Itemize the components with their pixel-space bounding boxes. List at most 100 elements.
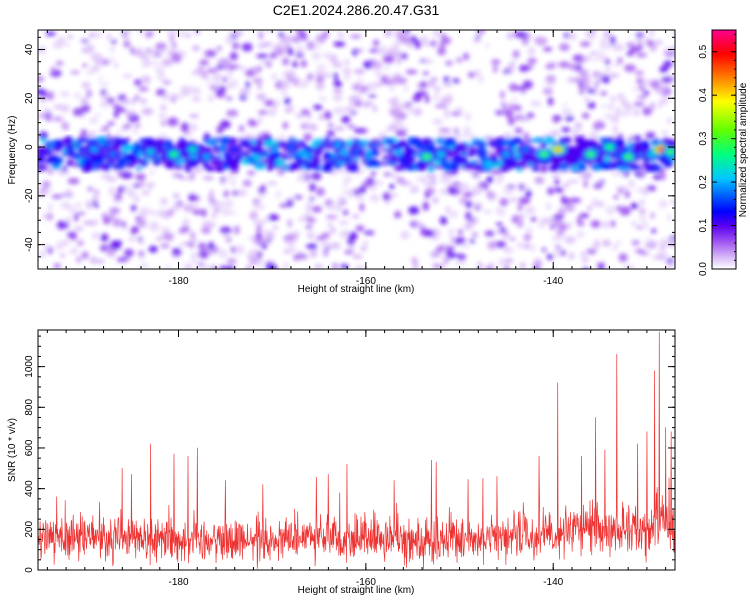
noise-blob bbox=[498, 227, 507, 234]
snr-axes-y-tick-label: 400 bbox=[24, 480, 35, 497]
noise-blob bbox=[190, 231, 196, 240]
band-blob bbox=[92, 156, 103, 163]
noise-blob bbox=[288, 245, 296, 255]
noise-blob bbox=[197, 262, 205, 268]
noise-blob bbox=[599, 104, 611, 109]
noise-blob bbox=[209, 201, 214, 209]
noise-blob bbox=[438, 128, 451, 132]
noise-blob bbox=[463, 185, 470, 189]
noise-blob bbox=[553, 213, 564, 221]
noise-blob bbox=[593, 75, 602, 80]
noise-blob bbox=[39, 131, 48, 140]
noise-blob bbox=[100, 59, 110, 66]
noise-blob bbox=[349, 34, 362, 39]
noise-blob bbox=[534, 176, 545, 185]
band-blob bbox=[600, 162, 611, 170]
noise-blob bbox=[631, 87, 638, 92]
band-blob bbox=[390, 143, 396, 150]
snr-ylabel: SNR (10 * v/v) bbox=[7, 418, 18, 482]
noise-blob bbox=[553, 115, 563, 121]
noise-blob bbox=[132, 226, 140, 233]
noise-blob bbox=[285, 238, 296, 245]
noise-blob bbox=[297, 251, 303, 260]
noise-blob bbox=[623, 104, 634, 111]
noise-blob bbox=[295, 113, 304, 118]
noise-blob bbox=[385, 201, 390, 206]
noise-blob bbox=[109, 214, 114, 219]
band-blob bbox=[229, 162, 241, 168]
noise-blob bbox=[610, 114, 620, 123]
noise-blob bbox=[525, 189, 532, 198]
noise-blob bbox=[594, 239, 600, 249]
noise-blob bbox=[431, 197, 440, 204]
noise-blob bbox=[471, 231, 478, 239]
noise-blob bbox=[613, 195, 619, 200]
noise-blob bbox=[161, 120, 167, 126]
noise-blob bbox=[332, 62, 343, 68]
noise-blob bbox=[410, 185, 420, 193]
band-blob bbox=[479, 166, 486, 170]
band-blob bbox=[43, 152, 49, 157]
noise-blob bbox=[120, 99, 131, 105]
noise-blob bbox=[289, 34, 295, 39]
noise-blob bbox=[109, 207, 121, 215]
noise-blob bbox=[449, 235, 455, 242]
band-blob bbox=[350, 160, 359, 165]
noise-blob bbox=[293, 195, 303, 200]
band-blob bbox=[181, 154, 191, 158]
band-blob bbox=[179, 137, 185, 144]
noise-blob bbox=[106, 33, 112, 41]
band-blob bbox=[339, 148, 351, 157]
noise-blob bbox=[300, 123, 309, 130]
noise-blob bbox=[253, 220, 266, 225]
band-blob bbox=[133, 142, 140, 148]
noise-blob bbox=[216, 46, 222, 51]
noise-blob bbox=[76, 256, 81, 263]
band-blob bbox=[470, 163, 481, 170]
band-blob bbox=[255, 138, 264, 146]
noise-blob bbox=[112, 218, 122, 227]
noise-blob bbox=[300, 59, 307, 68]
noise-blob bbox=[68, 207, 76, 214]
noise-blob bbox=[496, 241, 507, 248]
noise-blob bbox=[170, 207, 176, 211]
noise-blob bbox=[172, 42, 177, 49]
band-blob bbox=[457, 142, 465, 148]
band-blob bbox=[332, 157, 344, 162]
noise-blob bbox=[138, 207, 151, 216]
noise-blob bbox=[581, 112, 590, 119]
noise-blob bbox=[604, 113, 612, 120]
noise-blob bbox=[400, 52, 408, 60]
colorbar-label: Normalized spectral amplitude bbox=[738, 82, 749, 217]
noise-blob bbox=[497, 209, 506, 217]
noise-blob bbox=[662, 66, 669, 73]
noise-blob bbox=[439, 188, 450, 196]
noise-blob bbox=[531, 243, 536, 253]
noise-blob bbox=[556, 230, 565, 237]
noise-blob bbox=[61, 239, 71, 246]
noise-blob bbox=[339, 264, 350, 269]
spectrogram-axes-x-tick-label: -180 bbox=[169, 276, 189, 287]
noise-blob bbox=[107, 121, 115, 126]
noise-blob bbox=[549, 130, 561, 138]
noise-blob bbox=[207, 94, 215, 103]
noise-blob bbox=[196, 65, 205, 73]
noise-blob bbox=[336, 204, 342, 212]
noise-blob bbox=[600, 91, 608, 96]
noise-blob bbox=[325, 214, 338, 220]
noise-blob bbox=[315, 187, 325, 197]
noise-blob bbox=[530, 216, 537, 222]
noise-blob bbox=[578, 82, 585, 89]
noise-blob bbox=[121, 221, 126, 228]
noise-blob bbox=[511, 215, 519, 224]
noise-blob bbox=[295, 52, 305, 58]
noise-blob bbox=[522, 80, 533, 89]
noise-blob bbox=[214, 92, 226, 98]
noise-blob bbox=[569, 197, 582, 204]
noise-blob bbox=[450, 111, 462, 116]
noise-blob bbox=[317, 82, 323, 92]
noise-blob bbox=[476, 171, 482, 180]
colorbar-tick-label: 0.5 bbox=[698, 44, 709, 58]
noise-blob bbox=[377, 131, 388, 137]
noise-blob bbox=[92, 195, 100, 203]
